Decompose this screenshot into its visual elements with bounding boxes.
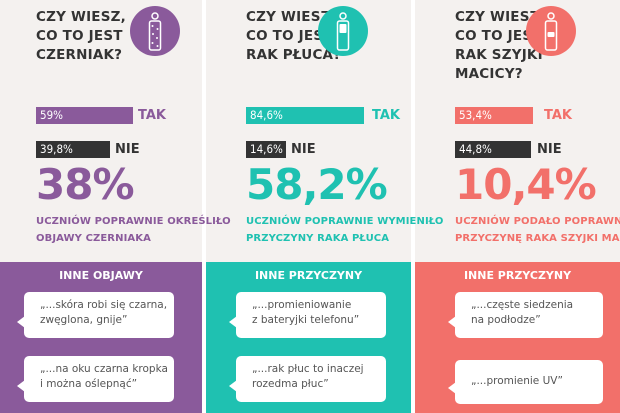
description-line: UCZNIÓW POPRAWNIE WYMIENIŁO [246,216,444,227]
yes-bar: 59% [36,107,133,124]
quote-bubble: „...rak płuc to inaczej rozedma płuc” [229,356,386,402]
question-line: CZERNIAK? [36,47,123,63]
other-causes-section: INNE PRZYCZYNY „...częste siedzenia na p… [415,262,620,413]
yes-value: 59% [40,108,63,122]
yes-label: TAK [372,108,400,123]
question-line: CZY WIESZ, [455,9,545,25]
big-percentage: 38% [36,160,135,209]
quote-bubble: „...częste siedzenia na podłodze” [448,292,603,338]
yes-value: 84,6% [250,108,283,122]
quote-line: zwęglona, gnije” [40,314,128,326]
no-label: NIE [537,142,562,157]
yes-bar: 53,4% [455,107,533,124]
question-melanoma: CZY WIESZ, CO TO JEST CZERNIAK? [36,8,126,65]
question-cervical-cancer: CZY WIESZ, CO TO JEST RAK SZYJKI MACICY? [455,8,545,84]
section-title: INNE OBJAWY [59,269,143,282]
quote-line: na podłodze” [471,314,541,326]
result-description: UCZNIÓW POPRAWNIE OKREŚLIŁO OBJAWY CZERN… [36,213,231,247]
person-with-lungs-icon [318,6,368,56]
question-line: CO TO JEST [455,28,542,44]
question-lung-cancer: CZY WIESZ, CO TO JEST RAK PŁUCA? [246,8,342,65]
question-line: CZY WIESZ, [246,9,336,25]
yes-bar: 84,6% [246,107,364,124]
result-description: UCZNIÓW PODAŁO POPRAWNĄ PRZYCZYNĘ RAKA S… [455,213,620,247]
no-value: 44,8% [459,142,492,156]
quote-line: „...promieniowanie [252,299,352,311]
no-value: 14,6% [250,142,283,156]
yes-value: 53,4% [459,108,492,122]
no-value: 39,8% [40,142,73,156]
question-line: MACICY? [455,66,523,82]
quote-bubble: „...promieniowanie z bateryjki telefonu” [229,292,386,338]
quote-line: rozedma płuc” [252,378,329,390]
person-with-spots-icon [130,6,180,56]
description-line: UCZNIÓW PODAŁO POPRAWNĄ [455,216,620,227]
quote-line: z bateryjki telefonu” [252,314,360,326]
question-line: CZY WIESZ, [36,9,126,25]
question-line: RAK PŁUCA? [246,47,342,63]
yes-label: TAK [544,108,572,123]
quote-line: „...na oku czarna kropka [40,363,168,375]
quote-line: „...skóra robi się czarna, [40,299,168,311]
no-label: NIE [115,142,140,157]
no-bar: 39,8% [36,141,110,158]
description-line: UCZNIÓW POPRAWNIE OKREŚLIŁO [36,216,231,227]
other-symptoms-section: INNE OBJAWY „...skóra robi się czarna, z… [0,262,202,413]
yes-label: TAK [138,108,166,123]
quote-line: „...rak płuc to inaczej [252,363,364,375]
no-label: NIE [291,142,316,157]
section-title: INNE PRZYCZYNY [463,269,572,282]
no-bar: 14,6% [246,141,286,158]
other-causes-section: INNE PRZYCZYNY „...promieniowanie z bate… [206,262,411,413]
quote-line: i można oślepnąć” [40,378,138,390]
big-percentage: 58,2% [246,160,388,209]
quote-bubble: „...skóra robi się czarna, zwęglona, gni… [17,292,174,338]
quote-line: „...promienie UV” [471,375,563,387]
quote-bubble: „...promienie UV” [448,360,603,404]
result-description: UCZNIÓW POPRAWNIE WYMIENIŁO PRZYCZYNY RA… [246,213,444,247]
question-line: RAK SZYJKI [455,47,543,63]
description-line: PRZYCZYNĘ RAKA SZYJKI MACICY [455,233,620,244]
quote-line: „...częste siedzenia [471,299,574,311]
quote-bubble: „...na oku czarna kropka i można oślepną… [17,356,174,402]
no-bar: 44,8% [455,141,531,158]
big-percentage: 10,4% [455,160,597,209]
section-title: INNE PRZYCZYNY [254,269,363,282]
person-with-uterus-icon [526,6,576,56]
description-line: PRZYCZYNY RAKA PŁUCA [246,233,390,244]
question-line: CO TO JEST [36,28,123,44]
description-line: OBJAWY CZERNIAKA [36,233,151,244]
question-line: CO TO JEST [246,28,333,44]
